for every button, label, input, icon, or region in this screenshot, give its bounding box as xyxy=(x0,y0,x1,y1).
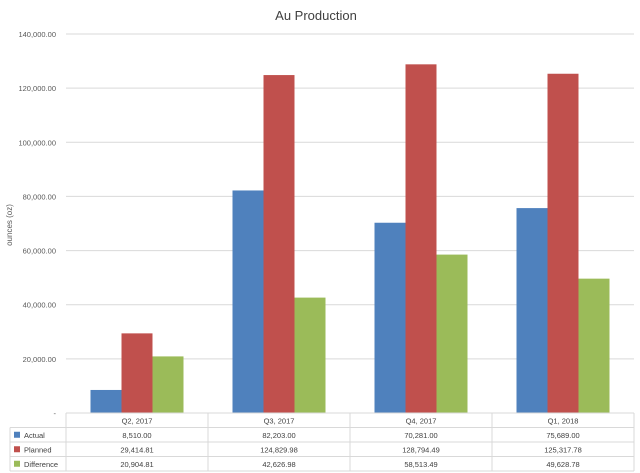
data-label: 42,626.98 xyxy=(262,460,295,469)
bar-planned-2 xyxy=(263,75,295,413)
data-label: 20,904.81 xyxy=(120,460,153,469)
data-table: Q2, 2017 Q3, 2017 Q4, 2017 Q1, 2018 Actual 8,… xyxy=(9,412,635,472)
bar-actual-3 xyxy=(374,222,406,413)
bars xyxy=(90,64,610,414)
data-label: 124,829.98 xyxy=(260,446,298,455)
y-tick-label: 20,000.00 xyxy=(23,355,56,364)
data-label: 128,794.49 xyxy=(402,446,440,455)
bar-difference-1 xyxy=(152,356,184,413)
bar-difference-2 xyxy=(294,297,326,413)
y-tick-label: 100,000.00 xyxy=(18,138,56,147)
bar-planned-1 xyxy=(121,333,153,413)
data-label: 75,689.00 xyxy=(546,431,579,440)
data-label: 49,628.78 xyxy=(546,460,579,469)
data-label: 8,510.00 xyxy=(122,431,151,440)
category-label: Q2, 2017 xyxy=(122,417,153,426)
legend-swatch-planned xyxy=(14,446,20,453)
bar-difference-3 xyxy=(436,254,468,413)
bar-planned-3 xyxy=(405,64,437,414)
bar-actual-2 xyxy=(232,190,264,413)
legend-swatch-difference xyxy=(14,460,20,467)
y-tick-label: 80,000.00 xyxy=(23,192,56,201)
category-label: Q3, 2017 xyxy=(264,417,295,426)
category-label: Q1, 2018 xyxy=(548,417,579,426)
y-axis-ticks: - 20,000.00 40,000.00 60,000.00 80,000.00 100… xyxy=(18,30,56,418)
category-label: Q4, 2017 xyxy=(406,417,437,426)
y-tick-label: 140,000.00 xyxy=(18,30,56,39)
y-tick-label: 60,000.00 xyxy=(23,247,56,256)
y-tick-label: 120,000.00 xyxy=(18,84,56,93)
chart-title: Au Production xyxy=(275,8,357,23)
y-tick-label: - xyxy=(54,409,57,418)
data-label: 125,317.78 xyxy=(544,446,582,455)
legend-swatch-actual xyxy=(14,431,20,438)
data-label: 29,414.81 xyxy=(120,446,153,455)
bar-planned-4 xyxy=(547,73,579,414)
bar-actual-4 xyxy=(516,208,548,413)
y-axis-label: ounces (oz) xyxy=(5,204,14,246)
data-label: 70,281.00 xyxy=(404,431,437,440)
data-label: 58,513.49 xyxy=(404,460,437,469)
y-tick-label: 40,000.00 xyxy=(23,301,56,310)
bar-difference-4 xyxy=(578,278,610,413)
bar-actual-1 xyxy=(90,389,122,413)
gridlines xyxy=(66,33,634,360)
legend-label: Actual xyxy=(24,431,45,440)
data-label: 82,203.00 xyxy=(262,431,295,440)
legend-label: Planned xyxy=(24,446,52,455)
legend-label: Difference xyxy=(24,460,58,469)
